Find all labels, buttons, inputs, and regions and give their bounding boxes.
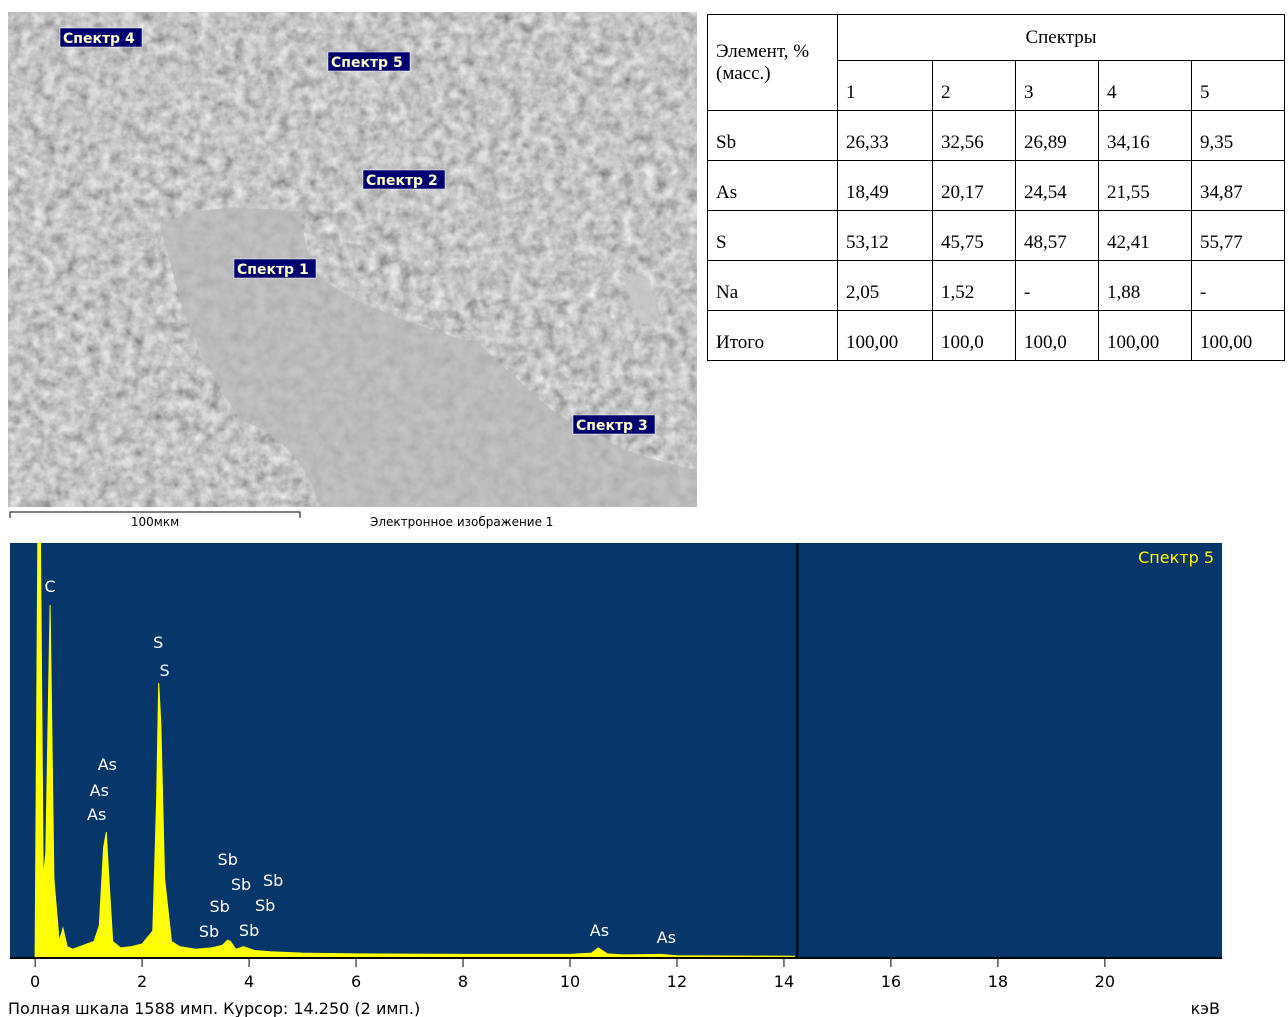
cell: S [707,210,838,261]
x-tick-label: 20 [1095,972,1115,991]
peak-label: C [45,577,56,596]
cell: 55,77 [1191,210,1285,261]
spectrum-label: Спектр 5 [331,55,403,71]
corner-cell: Элемент, % (масс.) [707,14,838,111]
label-box [572,414,656,435]
cell: - [1191,260,1285,311]
cell: As [707,160,838,211]
peak-label: Sb [231,875,251,894]
peak-label: S [153,633,163,652]
cell: 48,57 [1015,210,1099,261]
cell: 53,12 [837,210,933,261]
peak-label: Sb [218,850,238,869]
composition-table: Элемент, % (масс.) Спектры 1 2 3 4 5 Sb 2… [707,14,1285,361]
cell: 34,16 [1098,110,1192,161]
peak-label: Sb [210,897,230,916]
peak-label: Sb [255,896,275,915]
label-box [233,258,317,279]
cell: 9,35 [1191,110,1285,161]
peak-label: As [657,928,676,947]
peak-label: Sb [239,921,259,940]
scale-label: 100мкм [131,515,179,529]
peak-label: As [590,921,609,940]
sem-grain [620,270,660,325]
peak-label: Sb [199,922,219,941]
spectrum-label: Спектр 1 [237,262,309,278]
x-tick-label: 6 [351,972,361,991]
cell: 18,49 [837,160,933,211]
x-tick-label: 2 [137,972,147,991]
x-tick-label: 12 [667,972,687,991]
cell: Sb [707,110,838,161]
peak-label: As [87,805,106,824]
cell: 100,0 [932,310,1016,361]
x-tick-label: 4 [244,972,254,991]
x-tick-label: 0 [30,972,40,991]
cell: 100,00 [1191,310,1285,361]
spectrum-label: Спектр 3 [576,418,648,434]
column-header: 1 [837,60,933,111]
peak-label: As [90,781,109,800]
spectrum-area [34,542,796,958]
cell: 24,54 [1015,160,1099,211]
column-header: 3 [1015,60,1099,111]
sem-figure: Спектр 4 Спектр 5 Спектр 2 Спектр 1 Спек… [8,12,697,529]
sem-grain [160,208,697,508]
spectrum-label: Спектр 4 [63,31,135,47]
cell: 34,87 [1191,160,1285,211]
column-header: 4 [1098,60,1192,111]
peak-label: As [98,755,117,774]
peak-label: Sb [263,871,283,890]
sem-caption: Электронное изображение 1 [370,515,553,529]
cell: 1,88 [1098,260,1192,311]
cell: 21,55 [1098,160,1192,211]
cell: Na [707,260,838,311]
cell: 26,33 [837,110,933,161]
cell: 20,17 [932,160,1016,211]
label-box [59,27,143,48]
scale-bar [9,511,301,518]
label-box [327,51,411,72]
column-header: 2 [932,60,1016,111]
x-tick-label: 10 [560,972,580,991]
cell: 100,00 [837,310,933,361]
column-header: 5 [1191,60,1285,111]
peak-label: S [159,661,169,680]
plot-background [10,543,1222,957]
label-box [362,169,446,190]
spectrum-labels: Спектр 4 Спектр 5 Спектр 2 Спектр 1 Спек… [59,27,656,435]
cell: 100,0 [1015,310,1099,361]
x-tick-label: 14 [774,972,794,991]
cell: 100,00 [1098,310,1192,361]
cell: 42,41 [1098,210,1192,261]
x-tick-label: 18 [988,972,1008,991]
footer: Полная шкала 1588 имп. Курсор: 14.250 (2… [8,999,420,1017]
cell: 2,05 [837,260,933,311]
cell: 45,75 [932,210,1016,261]
cell: 26,89 [1015,110,1099,161]
cell: 1,52 [932,260,1016,311]
x-tick-label: 8 [458,972,468,991]
x-axis-label: кэВ [1191,999,1220,1017]
spectrum-label: Спектр 2 [366,173,438,189]
cell: - [1015,260,1099,311]
x-tick-label: 16 [881,972,901,991]
group-header: Спектры [837,14,1285,61]
cell: Итого [707,310,838,361]
cell: 32,56 [932,110,1016,161]
chart-title: Спектр 5 [1138,548,1214,567]
